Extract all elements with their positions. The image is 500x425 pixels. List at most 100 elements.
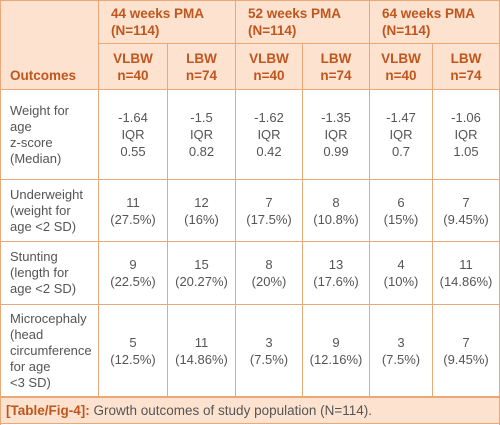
header-subgroup-vlbw: VLBW n=40: [369, 43, 433, 90]
outcome-label-line: age <2 SD): [10, 218, 77, 234]
table-row: Underweight (weight for age <2 SD) 11 (27.5%…: [0, 179, 500, 242]
value-cell: -1.64 IQR 0.55: [98, 89, 168, 180]
value-detail: (10.8%): [313, 211, 359, 227]
value-number: -1.62: [254, 110, 284, 125]
value-cell: 9 (22.5%): [98, 241, 168, 305]
value-cell: 13 (17.6%): [302, 241, 370, 305]
value-number: 9: [332, 334, 340, 350]
outcome-label-line: Weight for: [10, 102, 70, 118]
outcome-label-line: age: [10, 118, 32, 134]
value-number: 12: [194, 194, 209, 210]
value-cell: 9 (12.16%): [302, 304, 370, 397]
value-detail: (16%): [184, 211, 219, 227]
value-number: 8: [332, 194, 340, 210]
value-cell: 8 (10.8%): [302, 179, 370, 242]
value-detail: (20%): [251, 274, 287, 289]
value-detail: (9.45%): [443, 211, 489, 227]
outcome-label-line: age <2 SD): [10, 281, 77, 296]
value-cell: 11 (27.5%): [98, 179, 168, 242]
value-number: 11: [459, 257, 473, 272]
value-number: 7: [462, 194, 470, 210]
header-group-44-weeks: 44 weeks PMA (N=114): [98, 0, 236, 44]
value-number: 3: [265, 334, 273, 350]
value-cell: -1.35 IQR 0.99: [302, 89, 370, 180]
outcome-label-line: <3 SD): [10, 374, 51, 390]
value-detail: 1.05: [453, 144, 479, 159]
value-detail: 0.7: [391, 144, 411, 159]
value-detail: IQR: [324, 127, 348, 142]
header-subgroup-vlbw: VLBW n=40: [235, 43, 303, 90]
value-number: 3: [397, 334, 405, 350]
subgroup-label: LBW: [320, 50, 352, 66]
subgroup-label: LBW: [450, 50, 482, 66]
value-number: 8: [265, 257, 273, 272]
subgroup-label: VLBW: [249, 50, 289, 66]
table-caption: [Table/Fig-4]: Growth outcomes of study …: [0, 397, 499, 424]
value-cell: 3 (7.5%): [369, 304, 433, 397]
outcome-label-line: z-score: [10, 134, 53, 150]
value-cell: 6 (15%): [369, 179, 433, 242]
outcome-label-line: Underweight: [10, 186, 83, 202]
outcome-label-line: (Median): [10, 150, 62, 166]
value-detail: 0.55: [120, 144, 146, 159]
table-row: Microcephaly (head circumference for age <3 …: [0, 304, 500, 397]
value-detail: (20.27%): [175, 274, 228, 289]
value-number: -1.47: [386, 110, 416, 125]
header-subgroup-lbw: LBW n=74: [432, 43, 500, 90]
value-detail: 0.42: [256, 144, 282, 159]
value-number: 11: [126, 194, 140, 210]
value-detail: IQR: [121, 127, 145, 142]
value-detail: IQR: [389, 127, 413, 142]
value-detail: (9.45%): [443, 351, 489, 367]
subgroup-n: n=74: [185, 67, 218, 83]
value-detail: (17.6%): [313, 274, 359, 289]
subgroup-n: n=40: [385, 67, 417, 83]
value-cell: 4 (10%): [369, 241, 433, 305]
outcome-label-line: for age: [10, 358, 51, 374]
outcome-label-line: Microcephaly: [10, 310, 87, 326]
value-detail: IQR: [454, 127, 478, 142]
value-detail: (10%): [383, 274, 419, 289]
subgroup-n: n=40: [117, 67, 149, 83]
value-number: 13: [328, 257, 344, 272]
value-cell: 8 (20%): [235, 241, 303, 305]
value-number: 9: [129, 257, 137, 272]
subgroup-n: n=74: [320, 67, 352, 83]
value-number: 5: [129, 334, 137, 350]
value-cell: -1.5 IQR 0.82: [167, 89, 236, 180]
value-cell: 12 (16%): [167, 179, 236, 242]
outcome-label-line: (length for: [10, 265, 69, 280]
value-number: 6: [397, 194, 405, 210]
value-detail: 0.99: [323, 144, 349, 159]
table-row: Weight for age z-score (Median) -1.64 IQR 0.55…: [0, 89, 500, 180]
value-cell: 15 (20.27%): [167, 241, 236, 305]
value-detail: 0.82: [188, 144, 215, 159]
value-number: -1.64: [118, 110, 148, 125]
value-detail: (17.5%): [246, 211, 292, 227]
value-cell: 11 (14.86%): [167, 304, 236, 397]
value-detail: (14.86%): [439, 274, 493, 289]
value-cell: 7 (9.45%): [432, 179, 500, 242]
outcome-label-line: (weight for: [10, 202, 71, 218]
value-number: 15: [194, 257, 209, 272]
subgroup-n: n=74: [450, 67, 482, 83]
subgroup-label: VLBW: [381, 50, 421, 66]
value-detail: (12.16%): [309, 351, 363, 367]
value-detail: (15%): [383, 211, 419, 227]
outcome-label: Microcephaly (head circumference for age <3 …: [0, 304, 99, 397]
outcome-label-line: Stunting: [10, 249, 58, 264]
value-number: 7: [462, 334, 470, 350]
header-outcomes: Outcomes: [0, 0, 99, 90]
outcome-label-line: (head: [10, 326, 44, 342]
value-detail: (27.5%): [110, 211, 156, 227]
outcome-label: Weight for age z-score (Median): [0, 89, 99, 180]
value-number: -1.06: [451, 110, 481, 125]
value-number: 7: [265, 194, 273, 210]
value-cell: -1.62 IQR 0.42: [235, 89, 303, 180]
frame-left-border: [0, 0, 1, 425]
value-number: 4: [397, 257, 405, 272]
outcome-label: Stunting (length for age <2 SD): [0, 241, 99, 305]
value-detail: (14.86%): [175, 351, 228, 367]
header-group-52-weeks: 52 weeks PMA (N=114): [235, 0, 370, 44]
